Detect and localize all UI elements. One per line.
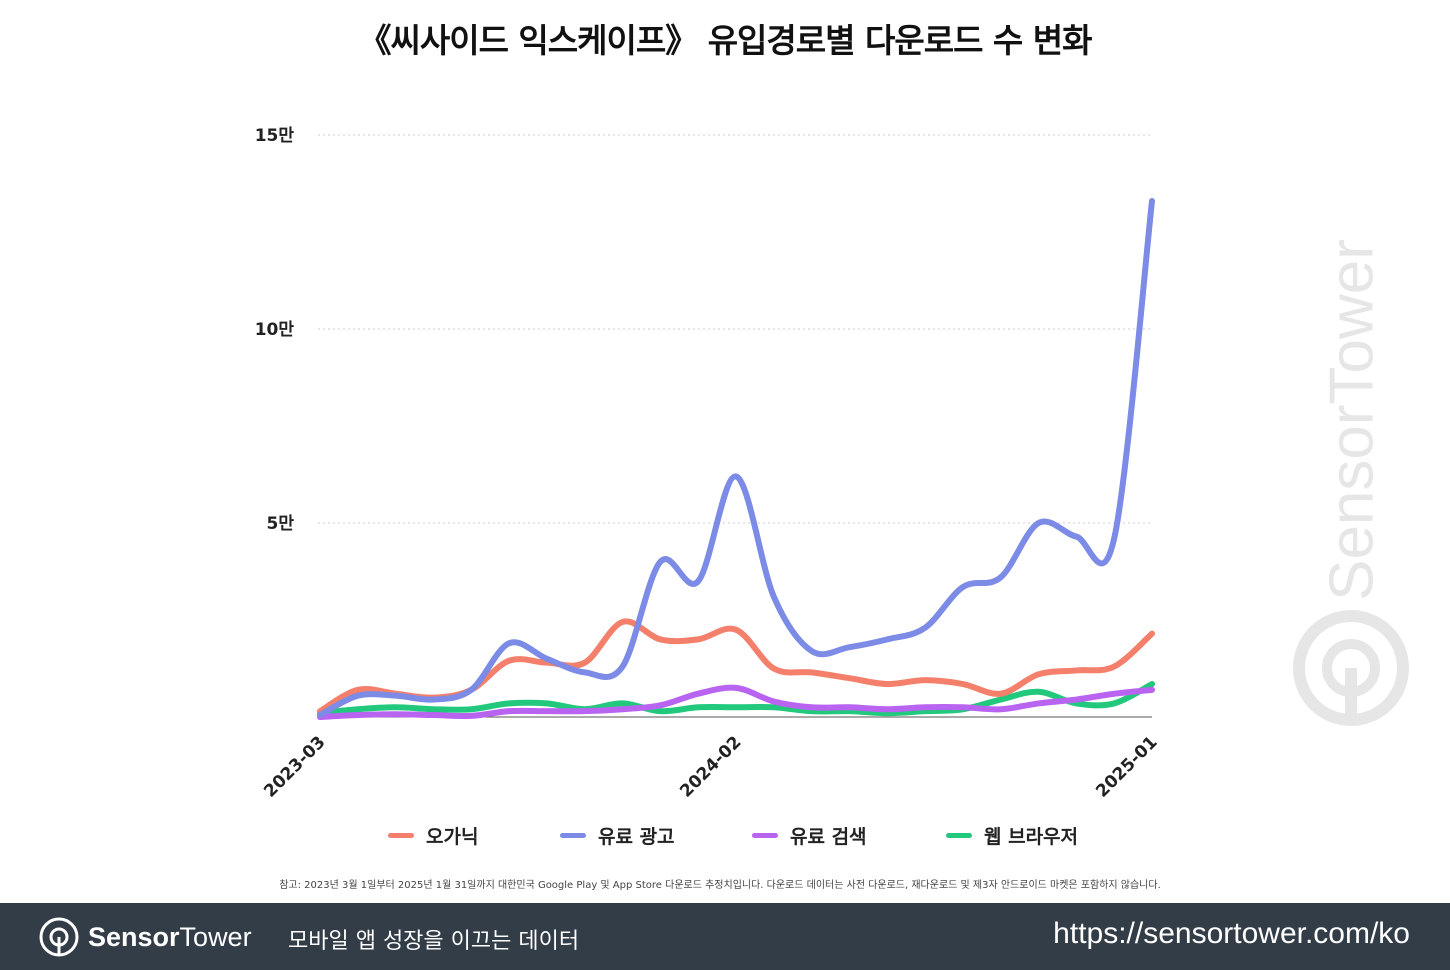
footer-bar: SensorTower 모바일 앱 성장을 이끄는 데이터 https://se… (0, 903, 1450, 970)
legend-label: 유료 검색 (790, 826, 867, 848)
legend-item: 유료 광고 (560, 822, 675, 849)
legend-label: 유료 광고 (598, 826, 675, 848)
legend-item: 유료 검색 (752, 822, 867, 849)
line-chart: 5만 10만 15만 2023-03 2024-02 2025-01 (255, 126, 1409, 802)
chart-title: 《씨사이드 익스케이프》 유입경로별 다운로드 수 변화 (358, 21, 1092, 60)
footer-tagline: 모바일 앱 성장을 이끄는 데이터 (288, 929, 580, 954)
footer-url[interactable]: https://sensortower.com/ko (1053, 917, 1410, 950)
y-tick-label: 15만 (255, 126, 295, 146)
legend-swatch (560, 833, 586, 838)
footer-logo: SensorTower (38, 916, 252, 958)
footnote: 참고: 2023년 3월 1일부터 2025년 1월 31일까지 대한민국 Go… (279, 880, 1161, 891)
x-tick-label: 2024-02 (676, 732, 745, 801)
legend-label: 웹 브라우저 (984, 826, 1079, 848)
y-tick-label: 5만 (267, 514, 295, 534)
series-line-1 (317, 197, 1155, 719)
x-tick-label: 2025-01 (1092, 732, 1161, 801)
legend: 오가닉 유료 광고 유료 검색 웹 브라우저 (0, 822, 1450, 852)
legend-swatch (946, 833, 972, 838)
legend-label: 오가닉 (426, 826, 479, 848)
series-line-3 (317, 681, 1155, 717)
legend-item: 웹 브라우저 (946, 822, 1078, 849)
sensortower-logo-icon (39, 917, 79, 957)
legend-swatch (752, 833, 778, 838)
legend-item: 오가닉 (388, 822, 478, 849)
legend-swatch (388, 833, 414, 838)
x-tick-label: 2023-03 (260, 732, 329, 801)
series-line-2 (317, 684, 1155, 720)
footer-brand: SensorTower (88, 921, 252, 952)
watermark-logo-icon (1293, 610, 1409, 726)
y-tick-label: 10만 (255, 320, 295, 340)
